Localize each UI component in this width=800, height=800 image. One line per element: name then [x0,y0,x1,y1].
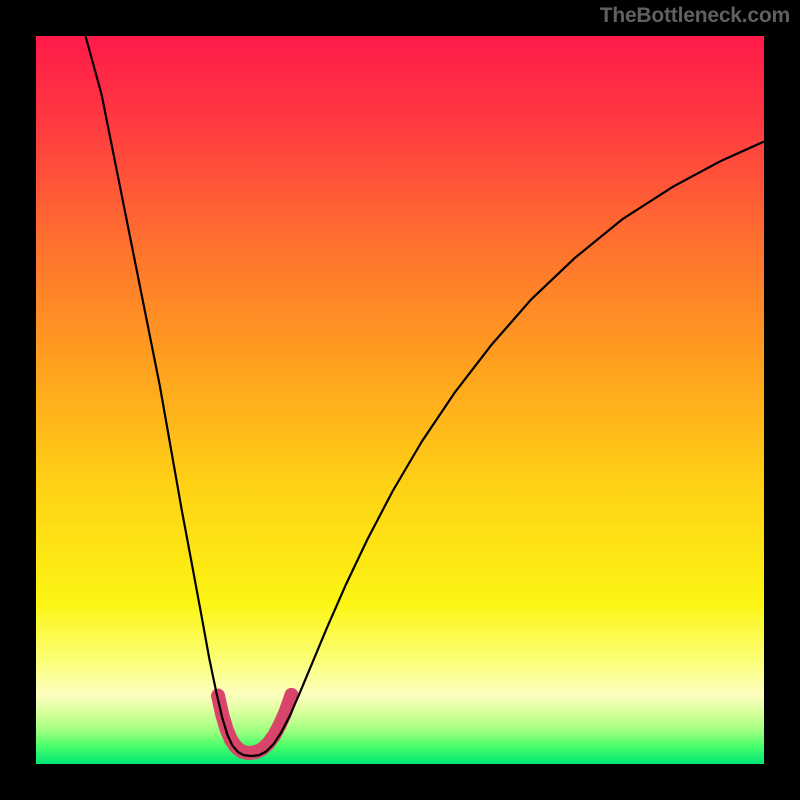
chart-container [36,36,764,764]
bottleneck-chart [36,36,764,764]
chart-background [36,36,764,764]
watermark-text: TheBottleneck.com [600,4,790,28]
